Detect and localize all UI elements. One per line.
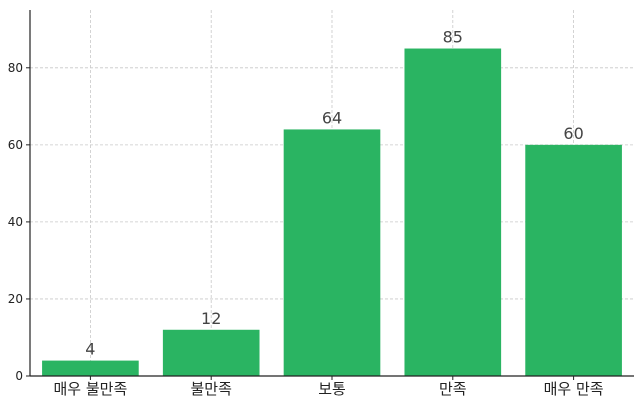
labels: 4 12 64 85 60 0 20 40 60 80 매우 불만족 불만족 보통 만족 매우 만족 <box>8 28 604 397</box>
axes <box>26 10 634 380</box>
bars <box>42 48 622 377</box>
y-tick-label: 40 <box>8 215 23 229</box>
x-tick-label: 보통 <box>318 380 346 397</box>
x-tick-label: 만족 <box>439 380 467 397</box>
bar-value-label: 85 <box>443 28 463 47</box>
y-tick-label: 60 <box>8 138 23 152</box>
bar <box>525 144 622 376</box>
bar-value-label: 4 <box>85 340 95 359</box>
y-tick-label: 0 <box>15 369 23 383</box>
y-tick-label: 20 <box>8 292 23 306</box>
bar-value-label: 64 <box>322 108 342 127</box>
x-tick-label: 매우 만족 <box>544 380 604 397</box>
bar <box>42 360 139 376</box>
x-tick-label: 매우 불만족 <box>54 380 128 397</box>
x-tick-label: 불만족 <box>190 380 232 397</box>
bar <box>283 129 381 376</box>
bar-value-label: 60 <box>563 124 583 143</box>
bar-value-label: 12 <box>201 309 221 328</box>
bar <box>162 329 260 376</box>
y-tick-label: 80 <box>8 61 23 75</box>
bar <box>404 48 502 377</box>
